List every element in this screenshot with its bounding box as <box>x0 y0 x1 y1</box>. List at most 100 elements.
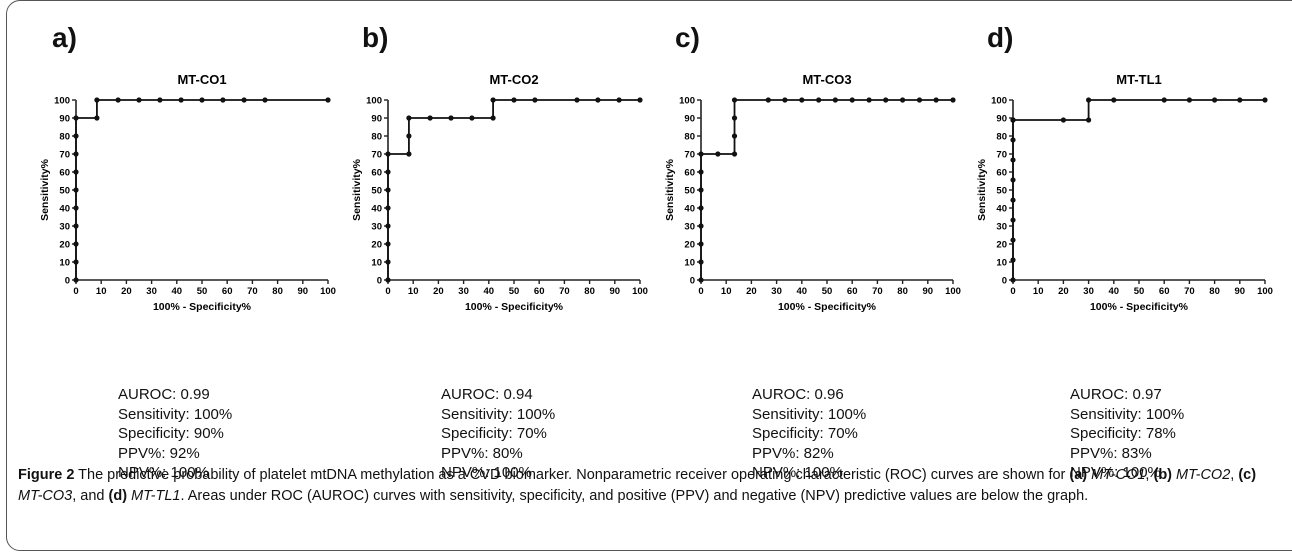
x-tick-label: 60 <box>1159 286 1170 297</box>
y-axis-label: Sensitivity% <box>39 158 51 221</box>
x-tick-label: 70 <box>247 286 258 297</box>
x-tick-label: 70 <box>559 286 570 297</box>
x-axis-label: 100% - Specificity% <box>1090 301 1189 313</box>
caption-run: (c) <box>1238 467 1257 483</box>
y-tick-label: 30 <box>996 222 1007 233</box>
x-tick-label: 10 <box>721 286 732 297</box>
x-tick-label: 10 <box>408 286 419 297</box>
roc-point <box>731 115 738 121</box>
y-tick-label: 80 <box>59 132 70 143</box>
x-tick-label: 20 <box>433 286 444 297</box>
x-tick-label: 80 <box>272 286 283 297</box>
roc-point <box>220 97 226 103</box>
roc-point <box>1010 237 1016 243</box>
caption-run: (d) <box>108 488 128 504</box>
roc-point <box>178 97 184 103</box>
roc-point <box>1212 97 1218 103</box>
x-tick-label: 50 <box>197 286 208 297</box>
roc-point <box>73 259 79 265</box>
y-tick-label: 60 <box>996 168 1007 179</box>
roc-curve <box>1012 99 1265 280</box>
y-tick-label: 100 <box>679 96 695 107</box>
y-tick-label: 70 <box>371 150 382 161</box>
roc-point <box>595 97 601 103</box>
stat-line: Sensitivity: 100% <box>1070 405 1185 423</box>
stat-line: NPV%: 100% <box>441 464 532 481</box>
roc-point <box>933 97 939 103</box>
roc-point <box>1010 137 1016 143</box>
roc-point <box>73 277 79 283</box>
stat-line: NPV%: 100% <box>1070 464 1161 481</box>
y-tick-label: 10 <box>684 258 695 269</box>
stat-line: Specificity: 78% <box>1070 425 1176 442</box>
roc-point <box>427 115 433 121</box>
caption-run: MT-CO3 <box>18 488 73 504</box>
stat-line: Specificity: 70% <box>752 425 858 442</box>
roc-point <box>511 97 517 103</box>
y-tick-label: 30 <box>684 222 695 233</box>
roc-point <box>1010 197 1016 203</box>
roc-point <box>406 151 412 157</box>
stat-line: AUROC: 0.99 <box>118 386 210 403</box>
x-tick-label: 60 <box>534 286 545 297</box>
roc-point <box>782 97 788 103</box>
caption-run: The predictive probability of platelet m… <box>74 467 1070 483</box>
caption-label: Figure 2 <box>18 467 75 483</box>
x-tick-label: 100 <box>320 286 336 297</box>
x-tick-label: 20 <box>1058 286 1069 297</box>
y-tick-label: 20 <box>684 240 695 251</box>
roc-point <box>115 97 121 103</box>
stat-line: PPV%: 82% <box>752 444 834 462</box>
x-axis-label: 100% - Specificity% <box>465 301 564 313</box>
roc-point <box>698 205 704 211</box>
x-tick-label: 20 <box>746 286 757 297</box>
roc-point <box>94 97 100 103</box>
roc-point <box>950 97 956 103</box>
y-tick-label: 50 <box>59 186 70 197</box>
x-tick-label: 50 <box>509 286 520 297</box>
x-tick-label: 10 <box>1033 286 1044 297</box>
stat-line: AUROC: 0.94 <box>441 386 533 403</box>
roc-point <box>883 97 889 103</box>
x-tick-label: 50 <box>1134 286 1145 297</box>
x-tick-label: 50 <box>822 286 833 297</box>
x-axis-label: 100% - Specificity% <box>778 301 877 313</box>
stats-block: AUROC: 0.94 Sensitivity: 100% Specificity:… <box>441 385 555 483</box>
roc-point <box>715 151 721 157</box>
y-tick-label: 40 <box>684 204 695 215</box>
roc-point <box>900 97 906 103</box>
x-tick-label: 40 <box>484 286 495 297</box>
x-tick-label: 0 <box>385 286 390 297</box>
y-tick-label: 100 <box>54 96 70 107</box>
stat-line: AUROC: 0.97 <box>1070 386 1162 403</box>
stat-line: NPV%: 100% <box>752 464 843 481</box>
roc-curve <box>700 99 953 280</box>
panel-letter: a) <box>52 22 77 53</box>
y-tick-label: 90 <box>59 114 70 125</box>
roc-point <box>916 97 923 103</box>
x-tick-label: 0 <box>1010 286 1015 297</box>
panel-b: b) MT-CO2 0 10 20 30 40 50 60 70 80 90 100 0 10 20 30 40… <box>351 0 662 481</box>
roc-point <box>385 169 391 175</box>
roc-chart-mt-co2: MT-CO2 0 10 20 30 40 50 60 70 80 90 100 0 10 20 30 40 50 6… <box>351 72 648 313</box>
stat-line: Sensitivity: 100% <box>441 405 556 423</box>
panel-a: a) MT-CO1 0 10 20 30 40 50 60 70 80 90 100 0 10 20 30 40… <box>39 0 350 481</box>
x-tick-label: 90 <box>610 286 621 297</box>
roc-point <box>385 151 391 157</box>
y-axis-label: Sensitivity% <box>664 158 676 221</box>
roc-point <box>73 133 79 139</box>
roc-point <box>816 97 822 103</box>
y-tick-label: 90 <box>996 114 1007 125</box>
x-tick-label: 40 <box>1109 286 1120 297</box>
roc-point <box>765 97 771 103</box>
caption-run: MT-CO2 <box>1176 467 1231 483</box>
y-tick-label: 20 <box>996 240 1007 251</box>
y-tick-label: 20 <box>371 240 382 251</box>
roc-point <box>73 187 79 193</box>
roc-point <box>698 151 704 157</box>
roc-chart-mt-co3: MT-CO3 0 10 20 30 40 50 60 70 80 90 100 0 10 20 30 40 50 6… <box>664 72 961 313</box>
roc-point <box>385 259 391 265</box>
y-axis-label: Sensitivity% <box>351 158 363 221</box>
roc-chart-mt-co1: MT-CO1 0 10 20 30 40 50 60 70 80 90 100 0 10 20 30 40 50 6… <box>39 72 336 313</box>
caption-run: , and <box>72 488 109 504</box>
